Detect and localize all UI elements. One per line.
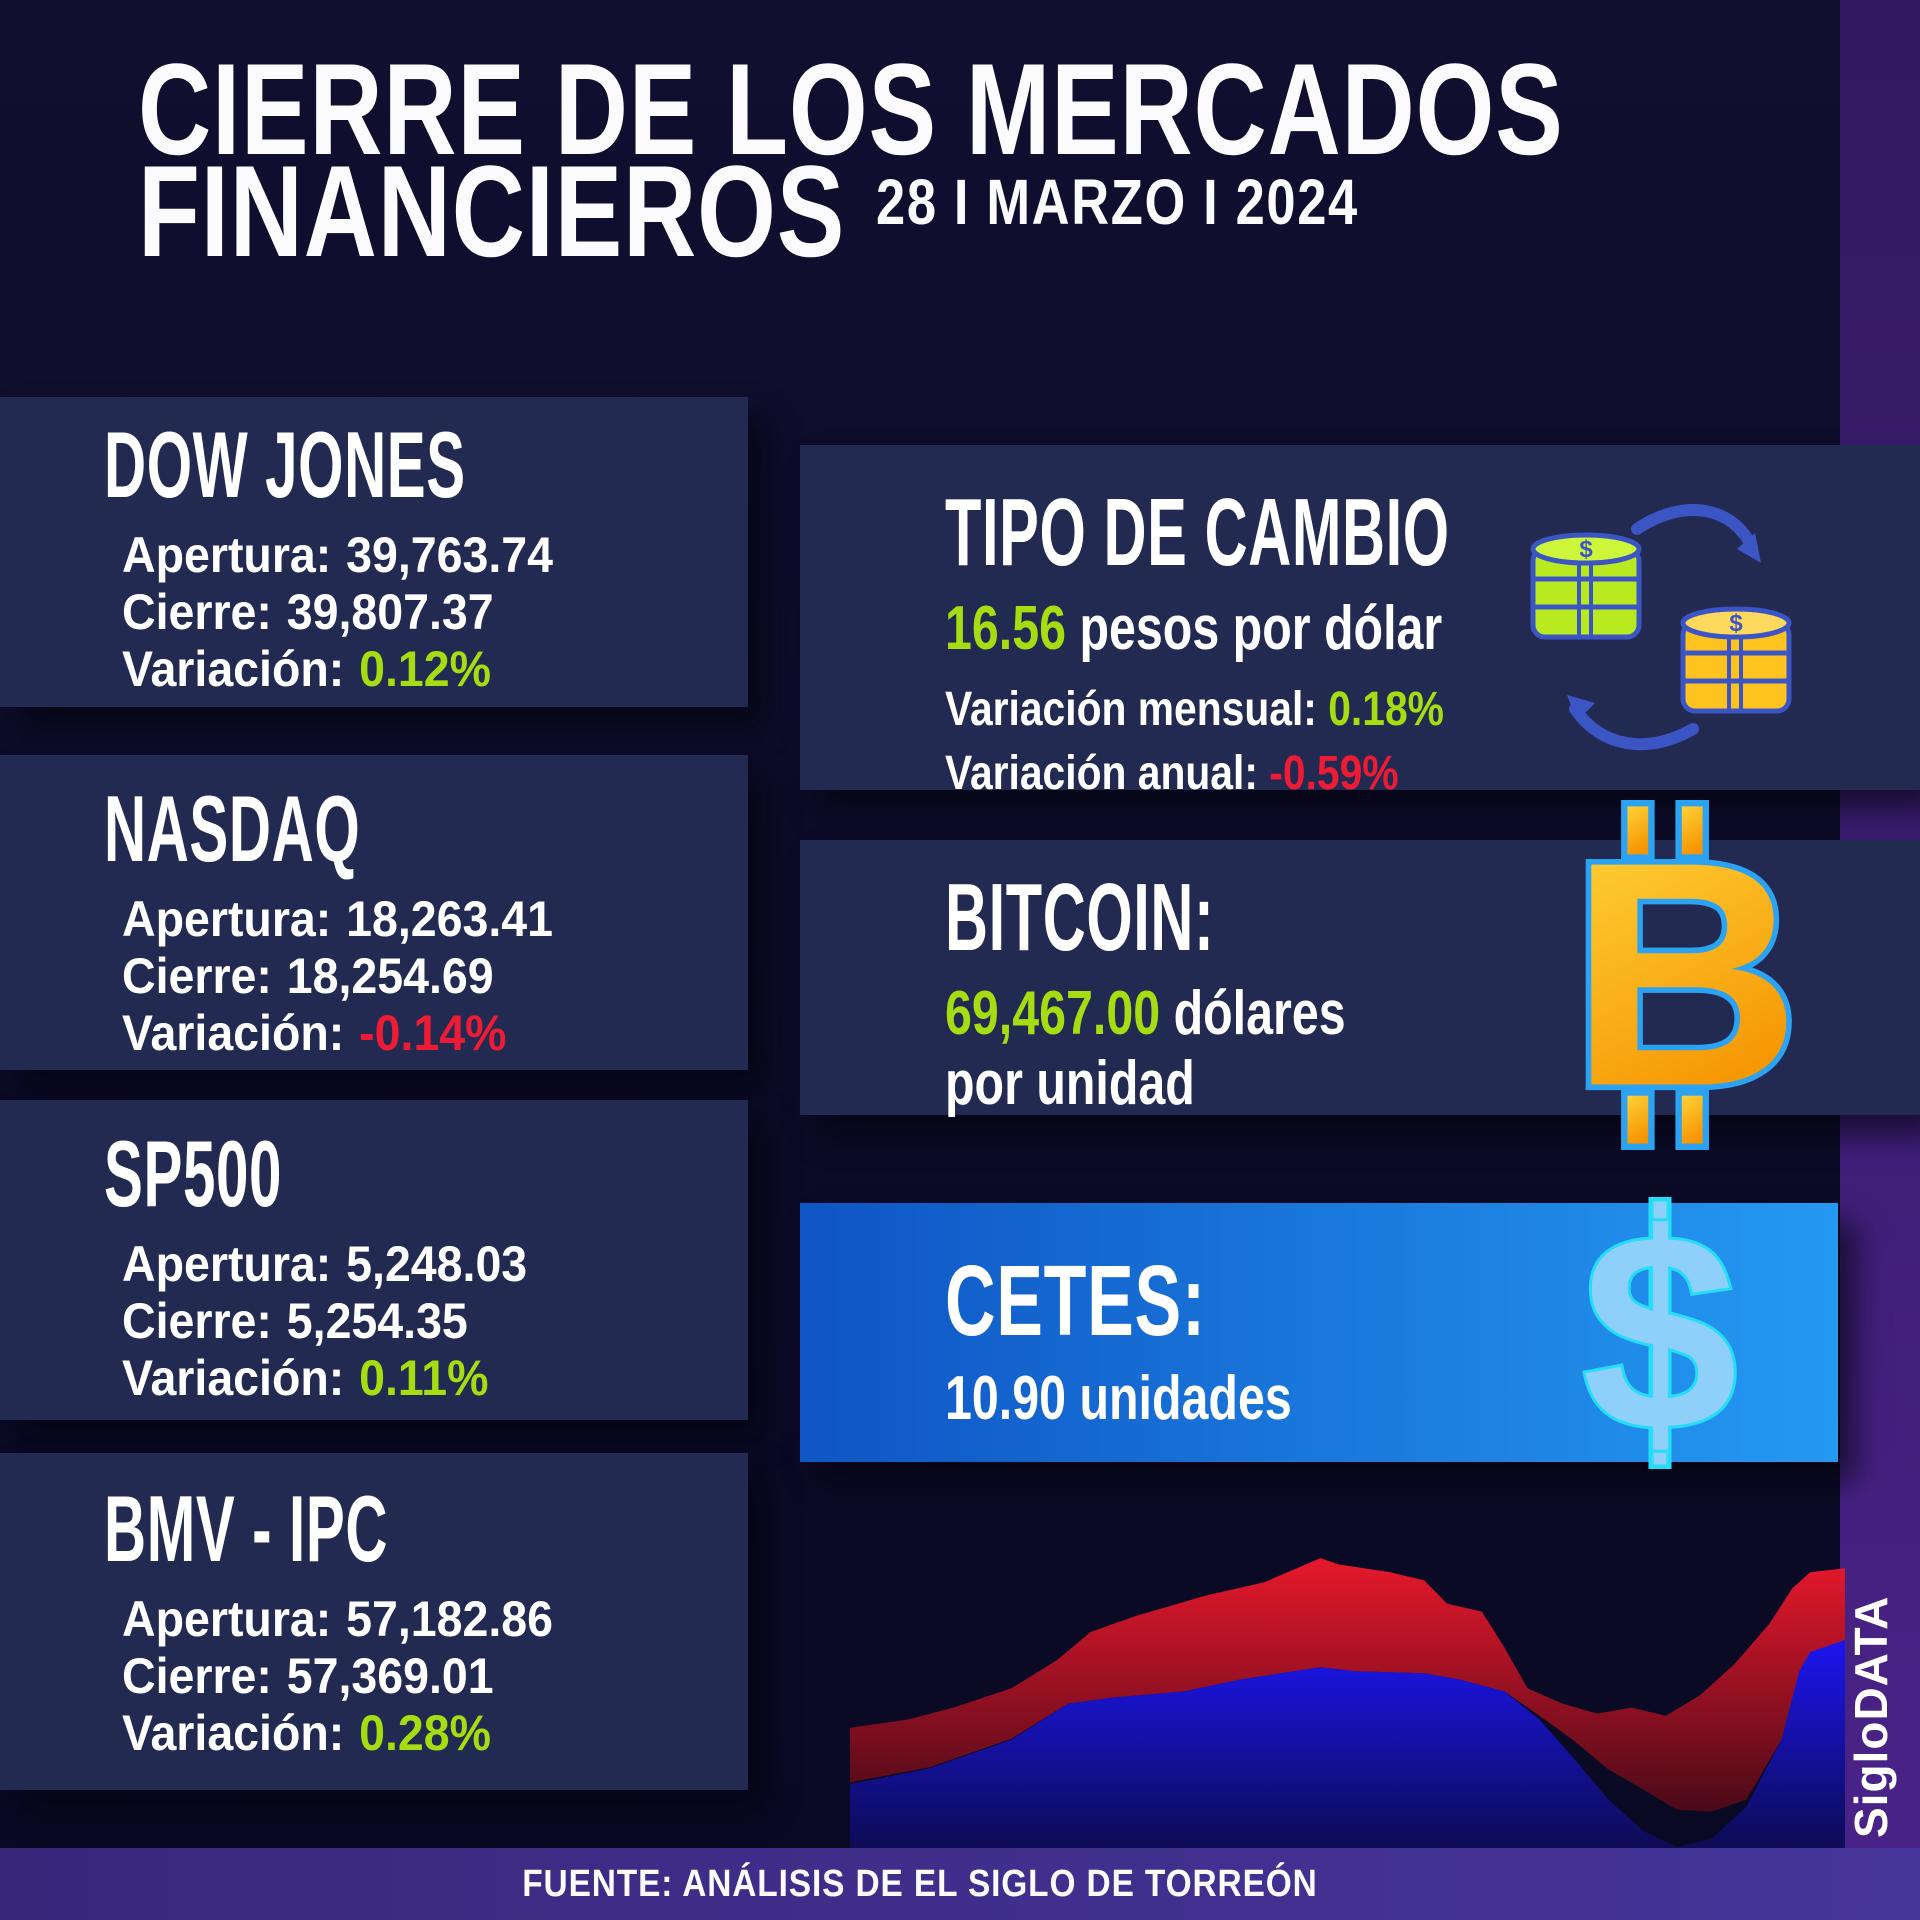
index-card-nasdaq: NASDAQ Apertura: 18,263.41 Cierre: 18,254.… — [0, 755, 748, 1070]
apertura-label: Apertura: — [122, 890, 332, 947]
index-rows: Apertura: 18,263.41 Cierre: 18,254.69 Vari… — [104, 891, 748, 1062]
watermark-siglodata: SigloDATA — [1845, 1595, 1897, 1838]
bitcoin-price-unit: dólares — [1173, 979, 1346, 1048]
footer-band: FUENTE: ANÁLISIS DE EL SIGLO DE TORREÓN — [0, 1848, 1920, 1920]
index-rows: Apertura: 57,182.86 Cierre: 57,369.01 Vari… — [104, 1591, 748, 1762]
apertura-value: 18,263.41 — [346, 890, 554, 947]
cierre-value: 57,369.01 — [286, 1647, 494, 1704]
bitcoin-unit-line: por unidad — [945, 1049, 1195, 1119]
exchange-rate-line: 16.56 pesos por dólar — [945, 594, 1706, 663]
cierre-label: Cierre: — [122, 1647, 272, 1704]
cierre-label: Cierre: — [122, 583, 272, 640]
apertura-row: Apertura: 39,763.74 — [122, 527, 704, 584]
cierre-row: Cierre: 5,254.35 — [122, 1293, 704, 1350]
index-card-sp500: SP500 Apertura: 5,248.03 Cierre: 5,254.35 … — [0, 1100, 748, 1420]
bitcoin-price-value: 69,467.00 — [945, 979, 1161, 1048]
monthly-variation-value: 0.18% — [1328, 683, 1444, 737]
dollar-icon: $ — [1580, 1197, 1740, 1469]
footer-source: FUENTE: ANÁLISIS DE EL SIGLO DE TORREÓN — [522, 1862, 1318, 1905]
cierre-value: 18,254.69 — [286, 947, 494, 1004]
variacion-row: Variación: 0.28% — [122, 1705, 704, 1762]
index-name: DOW JONES — [104, 412, 466, 517]
apertura-value: 39,763.74 — [346, 526, 554, 583]
chart-red-area — [850, 1558, 1845, 1812]
cetes-title: CETES: — [945, 1245, 1206, 1357]
variacion-label: Variación: — [122, 1004, 345, 1061]
cetes-value-line: 10.90 unidades — [945, 1364, 1292, 1433]
apertura-value: 57,182.86 — [346, 1590, 554, 1647]
svg-text:$: $ — [1582, 1197, 1738, 1469]
apertura-label: Apertura: — [122, 1235, 332, 1292]
annual-variation-label: Variación anual: — [945, 747, 1258, 801]
variacion-row: Variación: 0.11% — [122, 1350, 704, 1407]
variacion-label: Variación: — [122, 640, 345, 697]
bitcoin-icon: B — [1564, 800, 1806, 1150]
apertura-row: Apertura: 18,263.41 — [122, 891, 704, 948]
main-title-line1: CIERRE DE LOS MERCADOS — [138, 36, 1564, 182]
index-name: BMV - IPC — [104, 1476, 389, 1581]
monthly-variation-row: Variación mensual: 0.18% — [945, 681, 1774, 739]
svg-text:B: B — [1570, 800, 1801, 1150]
bitcoin-card: BITCOIN: 69,467.00 dólares por unidad B — [800, 800, 1920, 1150]
green-coin-stack: $ — [1530, 532, 1642, 640]
footer-inner: FUENTE: ANÁLISIS DE EL SIGLO DE TORREÓN — [0, 1863, 1840, 1906]
svg-text:$: $ — [1579, 536, 1593, 563]
date-label: 28 I MARZO I 2024 — [876, 166, 1359, 238]
cierre-value: 5,254.35 — [286, 1292, 468, 1349]
index-name: SP500 — [104, 1121, 283, 1226]
variacion-label: Variación: — [122, 1349, 345, 1406]
variacion-value: 0.11% — [359, 1349, 489, 1406]
cetes-card: CETES: 10.90 unidades $ — [800, 1197, 1838, 1469]
monthly-variation-label: Variación mensual: — [945, 683, 1317, 737]
apertura-row: Apertura: 57,182.86 — [122, 1591, 704, 1648]
variacion-label: Variación: — [122, 1704, 345, 1761]
cierre-label: Cierre: — [122, 1292, 272, 1349]
cierre-value: 39,807.37 — [286, 583, 494, 640]
area-chart — [850, 1558, 1845, 1848]
cierre-row: Cierre: 57,369.01 — [122, 1648, 704, 1705]
variacion-row: Variación: 0.12% — [122, 641, 704, 698]
gold-coin-stack: $ — [1680, 606, 1792, 714]
apertura-label: Apertura: — [122, 1590, 332, 1647]
variacion-row: Variación: -0.14% — [122, 1005, 704, 1062]
variacion-value: -0.14% — [359, 1004, 507, 1061]
exchange-title: TIPO DE CAMBIO — [945, 479, 1450, 586]
exchange-rate-value: 16.56 — [945, 594, 1067, 663]
variacion-value: 0.12% — [359, 640, 492, 697]
annual-variation-row: Variación anual: -0.59% — [945, 745, 1774, 803]
cierre-label: Cierre: — [122, 947, 272, 1004]
coins-exchange-icon: $ $ — [1530, 504, 1792, 751]
exchange-rate-card: TIPO DE CAMBIO 16.56 pesos por dólar Var… — [800, 445, 1920, 800]
index-name: NASDAQ — [104, 776, 361, 881]
index-card-dow-jones: DOW JONES Apertura: 39,763.74 Cierre: 39,8… — [0, 397, 748, 707]
apertura-row: Apertura: 5,248.03 — [122, 1236, 704, 1293]
apertura-label: Apertura: — [122, 526, 332, 583]
bitcoin-title: BITCOIN: — [945, 864, 1215, 971]
exchange-rate-unit: pesos por dólar — [1079, 594, 1443, 663]
chart-blue-area — [850, 1639, 1845, 1848]
cierre-row: Cierre: 18,254.69 — [122, 948, 704, 1005]
index-rows: Apertura: 39,763.74 Cierre: 39,807.37 Vari… — [104, 527, 748, 698]
index-rows: Apertura: 5,248.03 Cierre: 5,254.35 Variac… — [104, 1236, 748, 1407]
bitcoin-price-line: 69,467.00 dólares — [945, 979, 1706, 1048]
annual-variation-value: -0.59% — [1269, 747, 1399, 801]
variacion-value: 0.28% — [359, 1704, 492, 1761]
cierre-row: Cierre: 39,807.37 — [122, 584, 704, 641]
apertura-value: 5,248.03 — [346, 1235, 528, 1292]
main-title-line2: FINANCIEROS — [138, 138, 846, 284]
index-card-bmv-ipc: BMV - IPC Apertura: 57,182.86 Cierre: 57,3… — [0, 1453, 748, 1790]
svg-text:$: $ — [1729, 610, 1743, 637]
